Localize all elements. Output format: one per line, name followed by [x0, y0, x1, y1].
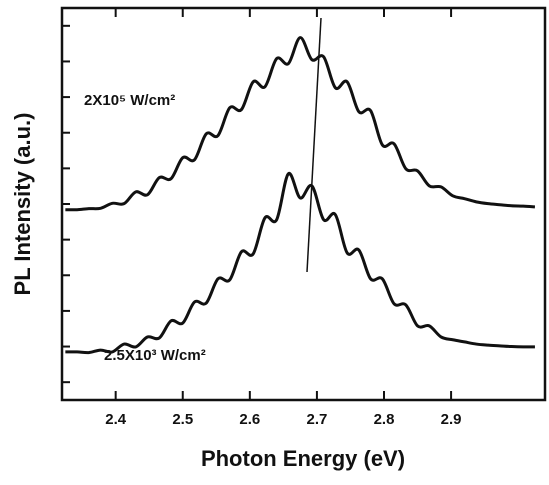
- x-tick-label: 2.5: [172, 411, 193, 428]
- y-axis-label: PL Intensity (a.u.): [10, 113, 35, 296]
- x-tick-label: 2.8: [374, 411, 395, 428]
- annotation: 2.5X10³ W/cm²: [104, 347, 206, 364]
- x-tick-label: 2.4: [105, 411, 127, 428]
- x-tick-label: 2.9: [441, 411, 462, 428]
- peak-shift-line: [306, 17, 322, 273]
- data-line: [65, 172, 535, 355]
- x-tick-label: 2.7: [306, 411, 327, 428]
- x-tick-label: 2.6: [239, 411, 260, 428]
- plot-frame: [60, 6, 547, 402]
- data-line: [65, 36, 536, 212]
- annotation: 2X10⁵ W/cm²: [84, 92, 175, 109]
- x-axis-label: Photon Energy (eV): [201, 446, 405, 471]
